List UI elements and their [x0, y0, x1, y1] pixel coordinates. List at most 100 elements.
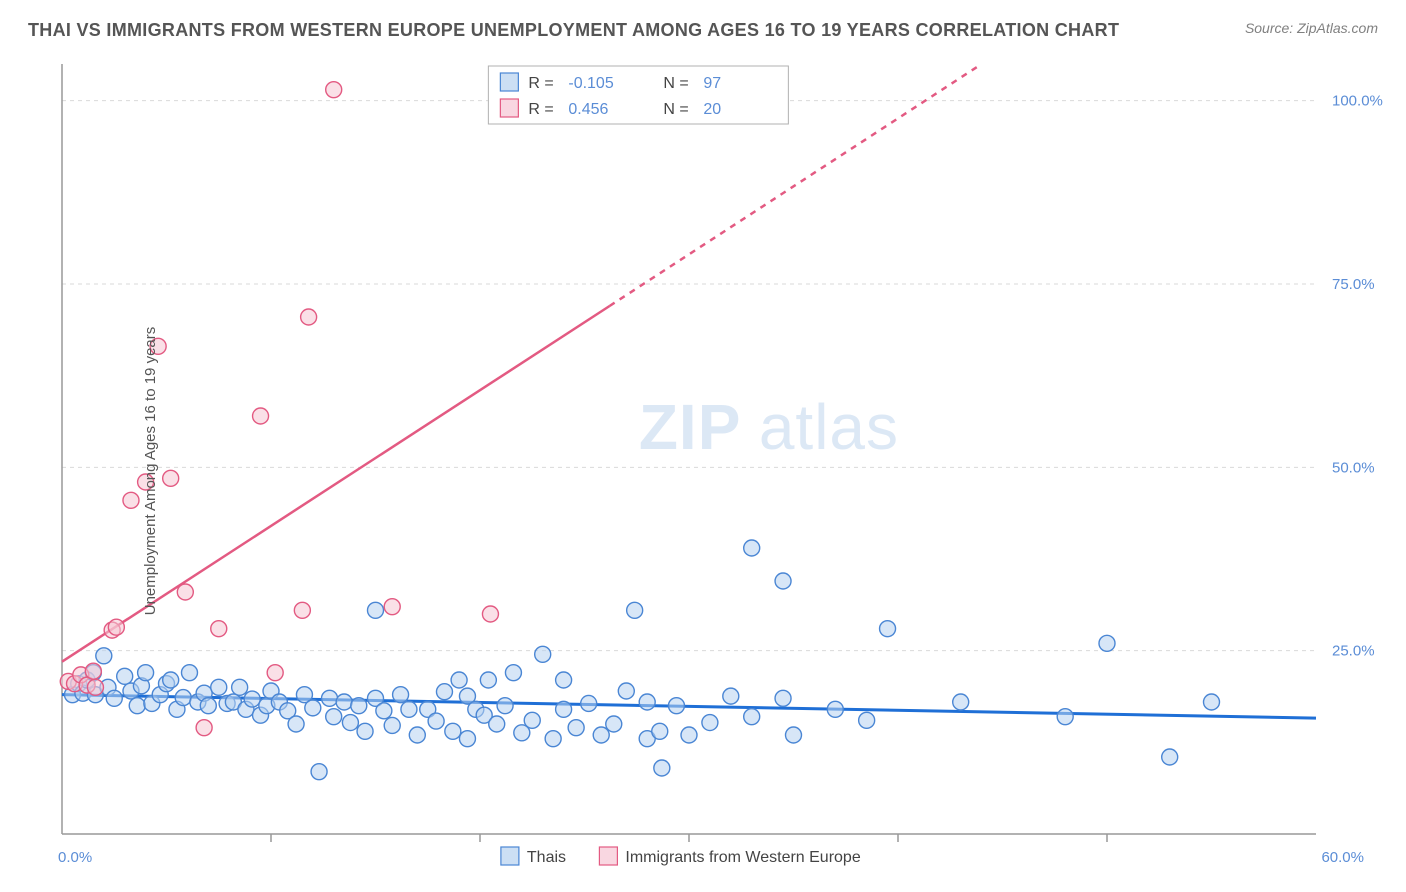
marker-thais	[351, 698, 367, 714]
marker-western_europe	[108, 619, 124, 635]
x-min-label: 0.0%	[58, 849, 92, 866]
marker-thais	[535, 646, 551, 662]
marker-thais	[244, 691, 260, 707]
marker-thais	[409, 727, 425, 743]
legend-r-value: -0.105	[568, 75, 613, 92]
marker-thais	[702, 715, 718, 731]
marker-western_europe	[384, 599, 400, 615]
marker-western_europe	[177, 584, 193, 600]
marker-thais	[639, 694, 655, 710]
marker-western_europe	[85, 663, 101, 679]
marker-thais	[744, 540, 760, 556]
marker-thais	[357, 723, 373, 739]
marker-thais	[445, 723, 461, 739]
marker-thais	[138, 665, 154, 681]
legend-n-value: 97	[703, 75, 721, 92]
marker-thais	[451, 672, 467, 688]
marker-thais	[654, 760, 670, 776]
marker-thais	[489, 716, 505, 732]
marker-thais	[129, 698, 145, 714]
marker-thais	[106, 690, 122, 706]
marker-thais	[859, 712, 875, 728]
marker-western_europe	[211, 621, 227, 637]
marker-thais	[556, 701, 572, 717]
marker-thais	[181, 665, 197, 681]
marker-thais	[1162, 749, 1178, 765]
marker-thais	[568, 720, 584, 736]
marker-thais	[336, 694, 352, 710]
marker-thais	[556, 672, 572, 688]
x-max-label: 60.0%	[1321, 849, 1364, 866]
marker-thais	[505, 665, 521, 681]
marker-thais	[163, 672, 179, 688]
bottom-legend-swatch-western_europe	[599, 847, 617, 865]
marker-thais	[368, 602, 384, 618]
marker-western_europe	[87, 679, 103, 695]
marker-thais	[428, 713, 444, 729]
marker-thais	[376, 703, 392, 719]
marker-thais	[436, 684, 452, 700]
marker-thais	[232, 679, 248, 695]
legend-r-label: R =	[528, 75, 553, 92]
marker-thais	[393, 687, 409, 703]
marker-western_europe	[482, 606, 498, 622]
source-attribution: Source: ZipAtlas.com	[1245, 20, 1378, 36]
bottom-legend-label-thais: Thais	[527, 849, 566, 866]
legend-r-value: 0.456	[568, 101, 608, 118]
marker-thais	[775, 573, 791, 589]
y-tick-label: 50.0%	[1332, 459, 1375, 476]
marker-thais	[1057, 709, 1073, 725]
marker-western_europe	[267, 665, 283, 681]
y-tick-label: 100.0%	[1332, 93, 1383, 110]
marker-western_europe	[253, 408, 269, 424]
watermark-text: atlas	[759, 391, 899, 463]
marker-thais	[744, 709, 760, 725]
marker-thais	[723, 688, 739, 704]
marker-thais	[211, 679, 227, 695]
marker-thais	[342, 715, 358, 731]
marker-thais	[668, 698, 684, 714]
scatter-chart: 25.0%50.0%75.0%100.0%0.0%60.0%ZIPatlasR …	[0, 50, 1406, 892]
legend-n-label: N =	[663, 101, 688, 118]
watermark-icon: ZIP	[639, 391, 742, 463]
marker-thais	[545, 731, 561, 747]
marker-thais	[117, 668, 133, 684]
marker-thais	[322, 690, 338, 706]
y-axis-label: Unemployment Among Ages 16 to 19 years	[142, 327, 159, 616]
marker-thais	[618, 683, 634, 699]
marker-thais	[606, 716, 622, 732]
marker-thais	[953, 694, 969, 710]
marker-thais	[524, 712, 540, 728]
y-tick-label: 75.0%	[1332, 276, 1375, 293]
marker-thais	[880, 621, 896, 637]
marker-western_europe	[326, 82, 342, 98]
legend-n-label: N =	[663, 75, 688, 92]
marker-western_europe	[294, 602, 310, 618]
marker-thais	[1099, 635, 1115, 651]
marker-thais	[288, 716, 304, 732]
marker-thais	[497, 698, 513, 714]
chart-title: THAI VS IMMIGRANTS FROM WESTERN EUROPE U…	[28, 20, 1119, 41]
marker-western_europe	[301, 309, 317, 325]
marker-thais	[786, 727, 802, 743]
marker-thais	[581, 695, 597, 711]
marker-thais	[311, 764, 327, 780]
marker-thais	[96, 648, 112, 664]
marker-thais	[384, 717, 400, 733]
marker-thais	[305, 700, 321, 716]
marker-thais	[652, 723, 668, 739]
legend-r-label: R =	[528, 101, 553, 118]
bottom-legend-label-western_europe: Immigrants from Western Europe	[625, 849, 860, 866]
marker-thais	[326, 709, 342, 725]
marker-thais	[1204, 694, 1220, 710]
marker-thais	[827, 701, 843, 717]
bottom-legend-swatch-thais	[501, 847, 519, 865]
marker-thais	[593, 727, 609, 743]
marker-thais	[459, 731, 475, 747]
marker-thais	[175, 690, 191, 706]
marker-western_europe	[123, 492, 139, 508]
marker-thais	[480, 672, 496, 688]
marker-thais	[200, 698, 216, 714]
marker-thais	[401, 701, 417, 717]
marker-thais	[627, 602, 643, 618]
